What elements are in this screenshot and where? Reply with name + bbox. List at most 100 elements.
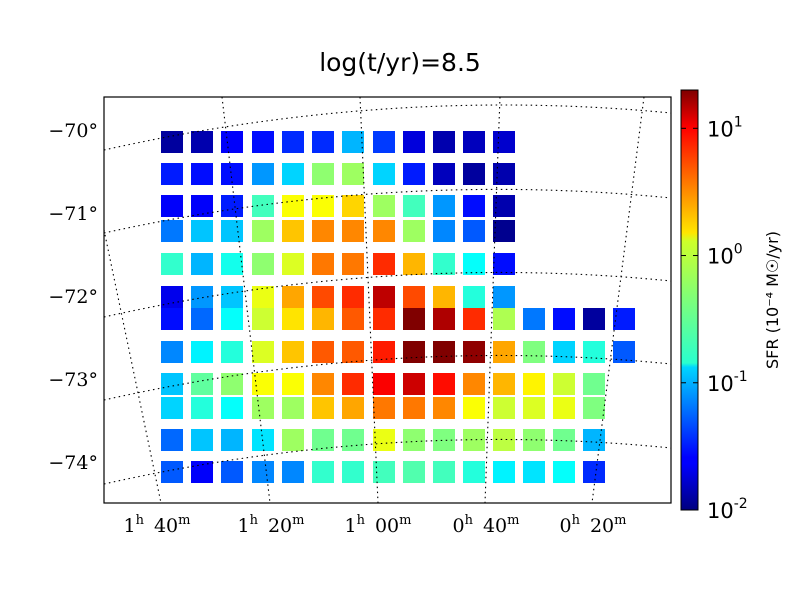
heatmap-cell xyxy=(191,308,213,330)
heatmap-cell xyxy=(493,131,515,153)
heatmap-cell xyxy=(161,131,183,153)
colorbar: 101 100 10-1 10-2 SFR (10⁻⁴ M☉/yr) xyxy=(680,89,782,523)
heatmap-cell xyxy=(493,397,515,419)
heatmap-cell xyxy=(312,373,334,395)
heatmap-cell xyxy=(312,131,334,153)
heatmap-cell xyxy=(583,397,605,419)
heatmap-cell xyxy=(373,397,395,419)
heatmap-cell xyxy=(523,461,545,483)
heatmap-cell xyxy=(312,461,334,483)
heatmap-cell xyxy=(463,163,485,185)
heatmap-cell xyxy=(252,397,274,419)
heatmap-cell xyxy=(342,163,364,185)
x-tick-label: 1h 00m xyxy=(345,513,412,537)
heatmap-cell xyxy=(312,341,334,363)
heatmap-cell xyxy=(161,163,183,185)
heatmap-cell xyxy=(342,286,364,308)
x-axis-ticks: 1h 40m 1h 20m 1h 00m 0h 40m 0h 20m xyxy=(124,513,627,537)
heatmap-cell xyxy=(403,397,425,419)
heatmap-cell xyxy=(282,163,304,185)
heatmap-cell xyxy=(403,163,425,185)
heatmap-cell xyxy=(252,286,274,308)
heatmap-cell xyxy=(342,131,364,153)
heatmap-cell xyxy=(463,461,485,483)
heatmap-cell xyxy=(553,341,575,363)
heatmap-cell xyxy=(433,373,455,395)
heatmap-cell xyxy=(191,397,213,419)
heatmap-cell xyxy=(583,341,605,363)
heatmap-cell xyxy=(433,131,455,153)
heatmap-cell xyxy=(493,341,515,363)
heatmap-cell xyxy=(191,461,213,483)
heatmap-cell xyxy=(161,253,183,275)
heatmap-cell xyxy=(191,163,213,185)
heatmap-cell xyxy=(493,163,515,185)
heatmap-cell xyxy=(312,308,334,330)
heatmap-cell xyxy=(221,397,243,419)
heatmap-cell xyxy=(252,253,274,275)
heatmap-cell xyxy=(553,397,575,419)
heatmap-cell xyxy=(403,253,425,275)
heatmap-cell xyxy=(342,195,364,217)
declination-gridline xyxy=(103,104,672,151)
heatmap-cell xyxy=(463,308,485,330)
heatmap-cell xyxy=(312,195,334,217)
heatmap-cell xyxy=(583,429,605,451)
heatmap-cell xyxy=(553,461,575,483)
heatmap-cell xyxy=(403,341,425,363)
heatmap-cell xyxy=(463,429,485,451)
y-tick-label: −70° xyxy=(48,120,98,142)
heatmap-cell xyxy=(433,308,455,330)
heatmap-cell xyxy=(191,373,213,395)
heatmap-cell xyxy=(161,286,183,308)
heatmap-cell xyxy=(433,341,455,363)
heatmap-cell xyxy=(373,220,395,242)
heatmap-cell xyxy=(312,220,334,242)
heatmap-cell xyxy=(191,429,213,451)
heatmap-cell xyxy=(463,341,485,363)
heatmap-cell xyxy=(403,461,425,483)
heatmap-cell xyxy=(191,286,213,308)
heatmap-cell xyxy=(312,286,334,308)
heatmap-cell xyxy=(312,397,334,419)
heatmap-cell xyxy=(553,429,575,451)
heatmap-cell xyxy=(583,308,605,330)
heatmap-cell xyxy=(583,461,605,483)
heatmap-cell xyxy=(493,286,515,308)
heatmap-cell xyxy=(221,341,243,363)
y-tick-label: −73° xyxy=(48,369,98,391)
heatmap-cell xyxy=(252,220,274,242)
heatmap-cell xyxy=(553,308,575,330)
heatmap-cell xyxy=(282,373,304,395)
heatmap-cell xyxy=(433,429,455,451)
heatmap-cell xyxy=(433,253,455,275)
heatmap-cell xyxy=(191,195,213,217)
heatmap-cell xyxy=(191,220,213,242)
heatmap-cell xyxy=(613,341,635,363)
heatmap-cell xyxy=(403,308,425,330)
colorbar-tick-label: 10-1 xyxy=(707,369,748,396)
heatmap-cell xyxy=(493,195,515,217)
heatmap-cell xyxy=(403,195,425,217)
heatmap-cell xyxy=(161,461,183,483)
heatmap-cell xyxy=(523,429,545,451)
x-tick-label: 0h 20m xyxy=(560,513,627,537)
heatmap-cell xyxy=(523,397,545,419)
heatmap-cell xyxy=(373,308,395,330)
heatmap-cell xyxy=(433,461,455,483)
heatmap-cells xyxy=(161,131,635,483)
heatmap-cell xyxy=(373,373,395,395)
heatmap-cell xyxy=(282,429,304,451)
colorbar-tick-label: 100 xyxy=(707,242,743,269)
heatmap-cell xyxy=(252,195,274,217)
heatmap-cell xyxy=(342,253,364,275)
heatmap-cell xyxy=(463,253,485,275)
heatmap-cell xyxy=(493,253,515,275)
heatmap-cell xyxy=(493,461,515,483)
heatmap-cell xyxy=(433,195,455,217)
declination-gridline xyxy=(103,188,672,234)
heatmap-cell xyxy=(403,429,425,451)
colorbar-ticks: 101 100 10-1 10-2 xyxy=(681,114,748,523)
heatmap-cell xyxy=(221,253,243,275)
heatmap-cell xyxy=(463,286,485,308)
